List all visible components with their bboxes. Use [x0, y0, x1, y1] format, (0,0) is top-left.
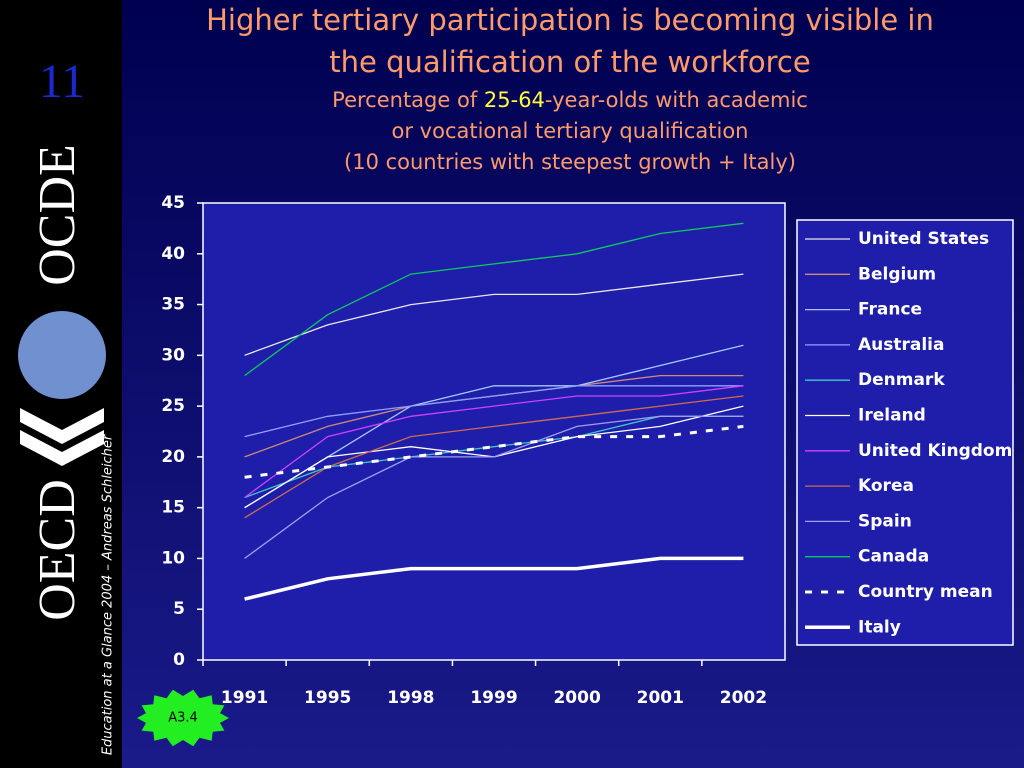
subtitle-part: or vocational tertiary qualification — [392, 119, 749, 143]
legend-label: Italy — [858, 617, 901, 637]
legend-label: Korea — [858, 476, 914, 496]
legend-label: Australia — [858, 335, 945, 355]
x-tick-label: 1995 — [304, 688, 351, 708]
x-tick-label: 1999 — [470, 688, 517, 708]
legend-label: Denmark — [858, 370, 945, 390]
legend-label: United States — [858, 229, 989, 249]
x-tick-label: 1991 — [221, 688, 268, 708]
badge-label: A3.4 — [168, 711, 198, 726]
series-line — [244, 222, 744, 377]
subtitle-part: Percentage of — [332, 88, 484, 112]
chart-subtitle: (10 countries with steepest growth + Ita… — [344, 150, 796, 174]
y-tick-label: 30 — [161, 345, 185, 365]
y-tick-label: 10 — [161, 548, 185, 568]
series-line — [244, 385, 744, 499]
series-line — [244, 273, 744, 356]
y-tick-label: 25 — [161, 396, 185, 416]
legend-label: Canada — [858, 547, 929, 567]
badge-shape — [137, 689, 229, 747]
legend-label: United Kingdom — [858, 441, 1012, 461]
y-tick-label: 5 — [173, 599, 185, 619]
subtitle-part: (10 countries with steepest growth + Ita… — [344, 150, 796, 174]
legend-label: Belgium — [858, 264, 936, 284]
series-line — [244, 385, 744, 438]
slide-number: 11 — [39, 55, 85, 108]
footer-text: Education at a Glance 2004 – Andreas Sch… — [101, 433, 116, 755]
legend-label: Spain — [858, 511, 912, 531]
series-line — [244, 556, 744, 601]
logo-chevron — [20, 430, 104, 466]
x-tick-label: 2000 — [553, 688, 600, 708]
legend-label: Ireland — [858, 406, 926, 426]
y-tick-label: 35 — [161, 295, 185, 315]
logo-circle — [18, 311, 106, 399]
x-tick-label: 1998 — [387, 688, 434, 708]
subtitle-part: 25-64 — [484, 88, 545, 112]
legend-box — [796, 219, 1014, 646]
chart-title: the qualification of the workforce — [329, 45, 810, 79]
y-tick-label: 40 — [161, 244, 185, 264]
series-line — [244, 415, 744, 559]
legend-label: Country mean — [858, 582, 993, 602]
y-tick-label: 45 — [161, 193, 185, 213]
logo-text: OECD — [29, 479, 86, 621]
y-tick-label: 15 — [161, 498, 185, 518]
logo-chevron — [20, 408, 104, 444]
legend-label: France — [858, 300, 922, 320]
x-tick-label: 2002 — [720, 688, 767, 708]
chart-subtitle: or vocational tertiary qualification — [392, 119, 749, 143]
chart-title: Higher tertiary participation is becomin… — [206, 3, 934, 37]
y-tick-label: 0 — [173, 650, 185, 670]
logo-text: OCDE — [29, 144, 86, 286]
y-tick-label: 20 — [161, 447, 185, 467]
subtitle-part: -year-olds with academic — [545, 88, 808, 112]
x-tick-label: 2001 — [637, 688, 684, 708]
chart-subtitle: Percentage of 25-64-year-olds with acade… — [332, 88, 808, 112]
series-line — [244, 424, 744, 479]
plot-area — [202, 202, 786, 661]
